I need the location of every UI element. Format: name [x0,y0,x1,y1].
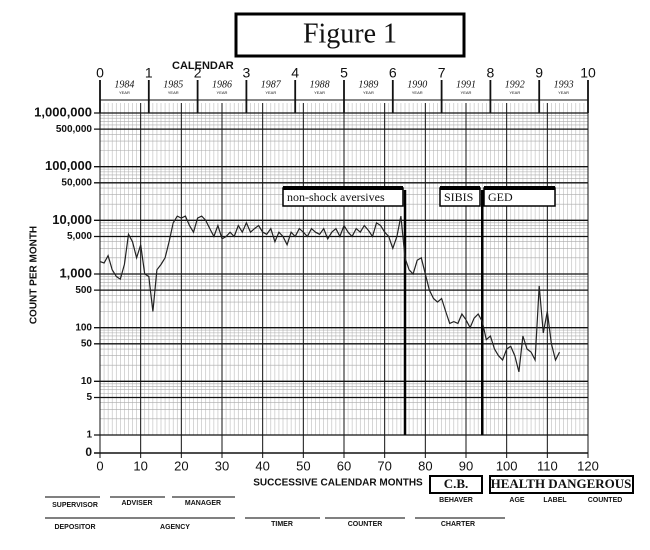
year-label: 1987 [261,79,282,90]
year-label: 1990 [407,79,427,90]
x-tick-label: 90 [459,458,473,473]
y-tick-label: 50,000 [61,177,92,188]
year-label: 1986 [212,79,232,90]
footer-label: CHARTER [441,521,475,528]
annotation: SIBIS [444,190,473,204]
year-label: 1992 [505,79,525,90]
top-tick-label: 3 [243,65,251,81]
top-tick-label: 2 [194,65,202,81]
year-word: YEAR [412,90,423,95]
footer-label: LABEL [543,497,567,504]
y-tick-label: 100 [75,322,92,333]
footer-label: AGE [509,497,525,504]
year-word: YEAR [168,90,179,95]
y-tick-label: 100,000 [45,158,92,173]
x-tick-label: 50 [296,458,310,473]
top-tick-label: 7 [438,65,446,81]
footer-label: DEPOSITOR [54,524,95,531]
x-tick-label: 0 [96,458,103,473]
top-tick-label: 10 [580,65,596,81]
footer-label: COUNTED [588,497,623,504]
year-word: YEAR [363,90,374,95]
x-tick-label: 100 [496,458,518,473]
footer-label: COUNTER [348,521,383,528]
chart-title: Figure 1 [303,18,397,49]
top-tick-label: 1 [145,65,153,81]
top-tick-label: 0 [96,65,104,81]
annotation: non-shock aversives [287,190,385,204]
x-tick-label: 10 [133,458,147,473]
footer-label: AGENCY [160,524,190,531]
y-tick-label: 500,000 [56,124,93,135]
x-tick-label: 70 [377,458,391,473]
y-axis-label: COUNT PER MONTH [29,226,40,324]
year-word: YEAR [217,90,228,95]
year-label: 1985 [163,79,183,90]
year-label: 1993 [554,79,574,90]
top-tick-label: 5 [340,65,348,81]
box [429,475,483,494]
footer-label: TIMER [271,521,293,528]
y-tick-label: 1,000,000 [34,104,92,119]
x-tick-label: 80 [418,458,432,473]
box [489,475,634,494]
x-tick-label: 40 [255,458,269,473]
zero-tick-label: 0 [85,445,92,459]
data-line [99,215,561,373]
top-tick-label: 8 [487,65,495,81]
x-tick-label: 120 [577,458,599,473]
year-word: YEAR [119,90,130,95]
top-tick-label: 9 [535,65,543,81]
year-label: 1991 [456,79,476,90]
footer-label: MANAGER [185,500,221,507]
footer-label: ADVISER [121,500,152,507]
y-tick-label: 50 [81,338,93,349]
footer-label: SUPERVISOR [52,502,98,509]
y-tick-label: 1 [86,430,92,441]
year-word: YEAR [558,90,569,95]
year-word: YEAR [509,90,520,95]
x-axis-label: SUCCESSIVE CALENDAR MONTHS [253,478,423,489]
year-word: YEAR [265,90,276,95]
footer: C.B. HEALTH DANGEROUS SUPERVISOR ADVISER… [45,475,634,531]
top-tick-label: 6 [389,65,397,81]
year-word: YEAR [461,90,472,95]
top-axis-label: CALENDAR [172,60,234,72]
year-label: 1988 [310,79,330,90]
year-word: YEAR [314,90,325,95]
annotation: GED [488,190,513,204]
top-tick-label: 4 [291,65,299,81]
title-box [234,12,466,58]
y-tick-label: 10 [81,376,93,387]
x-tick-label: 110 [537,458,558,473]
year-label: 1989 [358,79,378,90]
year-label: 1984 [114,79,134,90]
behaver-value: C.B. [444,476,469,491]
x-tick-label: 60 [337,458,351,473]
y-tick-label: 1,000 [59,265,92,280]
x-tick-label: 20 [174,458,188,473]
y-tick-label: 500 [75,285,92,296]
y-tick-label: 5,000 [67,231,92,242]
x-tick-label: 30 [215,458,229,473]
y-tick-label: 10,000 [52,212,92,227]
label-value: HEALTH DANGEROUS [491,476,632,491]
footer-label: BEHAVER [439,497,473,504]
y-tick-label: 5 [86,392,92,403]
